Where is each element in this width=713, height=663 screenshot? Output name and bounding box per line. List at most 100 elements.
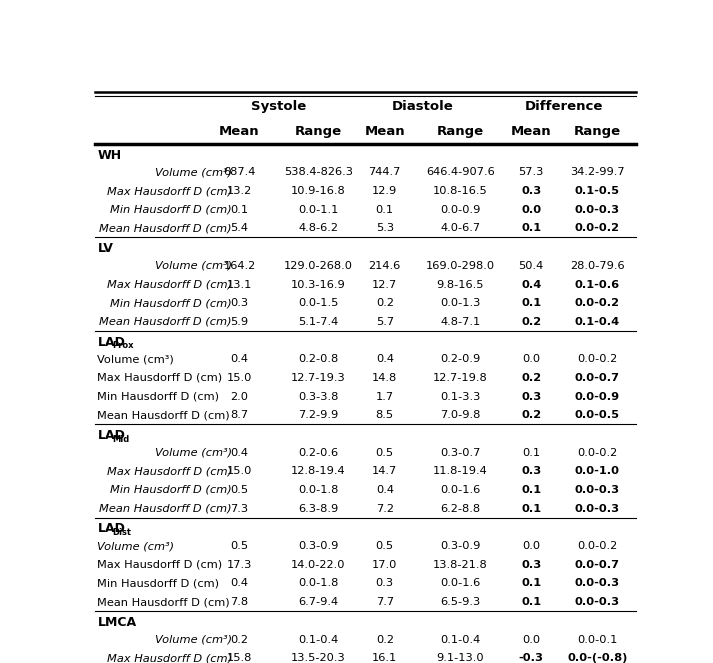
Text: Mean: Mean — [364, 125, 405, 138]
Text: Min Hausdorff D (cm): Min Hausdorff D (cm) — [110, 298, 232, 308]
Text: Max Hausdorff D (cm): Max Hausdorff D (cm) — [106, 466, 232, 477]
Text: 8.5: 8.5 — [376, 410, 394, 420]
Text: 0.0: 0.0 — [522, 354, 540, 364]
Text: 0.1: 0.1 — [230, 205, 249, 215]
Text: 0.1: 0.1 — [521, 485, 541, 495]
Text: 13.8-21.8: 13.8-21.8 — [433, 560, 488, 570]
Text: 13.5-20.3: 13.5-20.3 — [291, 653, 346, 663]
Text: 12.7-19.8: 12.7-19.8 — [433, 373, 488, 383]
Text: Prox: Prox — [113, 341, 134, 350]
Text: Volume (cm³): Volume (cm³) — [155, 448, 232, 457]
Text: 5.4: 5.4 — [230, 223, 248, 233]
Text: 0.0-0.3: 0.0-0.3 — [575, 597, 620, 607]
Text: 0.1-0.4: 0.1-0.4 — [298, 634, 339, 644]
Text: LAD: LAD — [98, 522, 125, 536]
Text: 7.2: 7.2 — [376, 504, 394, 514]
Text: Mean Hausdorff D (cm): Mean Hausdorff D (cm) — [98, 410, 230, 420]
Text: 0.0-1.5: 0.0-1.5 — [298, 298, 339, 308]
Text: 7.2-9.9: 7.2-9.9 — [298, 410, 339, 420]
Text: 57.3: 57.3 — [518, 168, 544, 178]
Text: 6.5-9.3: 6.5-9.3 — [441, 597, 481, 607]
Text: Max Hausdorff D (cm): Max Hausdorff D (cm) — [106, 280, 232, 290]
Text: 0.1: 0.1 — [521, 298, 541, 308]
Text: 17.3: 17.3 — [227, 560, 252, 570]
Text: 0.2: 0.2 — [521, 373, 541, 383]
Text: 646.4-907.6: 646.4-907.6 — [426, 168, 495, 178]
Text: 0.1-0.4: 0.1-0.4 — [441, 634, 481, 644]
Text: 687.4: 687.4 — [223, 168, 256, 178]
Text: 0.0-0.9: 0.0-0.9 — [575, 392, 620, 402]
Text: 0.3-0.7: 0.3-0.7 — [440, 448, 481, 457]
Text: Mean Hausdorff D (cm): Mean Hausdorff D (cm) — [99, 317, 232, 327]
Text: 0.5: 0.5 — [376, 541, 394, 551]
Text: 7.0-9.8: 7.0-9.8 — [440, 410, 481, 420]
Text: 9.1-13.0: 9.1-13.0 — [436, 653, 484, 663]
Text: 0.2-0.9: 0.2-0.9 — [441, 354, 481, 364]
Text: 0.0-(-0.8): 0.0-(-0.8) — [568, 653, 627, 663]
Text: LAD: LAD — [98, 335, 125, 349]
Text: Dist: Dist — [113, 528, 132, 537]
Text: 7.3: 7.3 — [230, 504, 249, 514]
Text: 6.3-8.9: 6.3-8.9 — [298, 504, 339, 514]
Text: 34.2-99.7: 34.2-99.7 — [570, 168, 625, 178]
Text: 129.0-268.0: 129.0-268.0 — [284, 261, 353, 271]
Text: 0.0-1.0: 0.0-1.0 — [575, 466, 620, 477]
Text: Min Hausdorff D (cm): Min Hausdorff D (cm) — [110, 205, 232, 215]
Text: 1.7: 1.7 — [376, 392, 394, 402]
Text: 0.0-1.8: 0.0-1.8 — [298, 578, 339, 589]
Text: 17.0: 17.0 — [372, 560, 397, 570]
Text: 4.8-6.2: 4.8-6.2 — [299, 223, 339, 233]
Text: 12.7-19.3: 12.7-19.3 — [291, 373, 346, 383]
Text: 0.4: 0.4 — [230, 448, 248, 457]
Text: 14.7: 14.7 — [372, 466, 397, 477]
Text: Mean Hausdorff D (cm): Mean Hausdorff D (cm) — [99, 504, 232, 514]
Text: 0.1-0.4: 0.1-0.4 — [575, 317, 620, 327]
Text: 0.0-1.8: 0.0-1.8 — [298, 485, 339, 495]
Text: 28.0-79.6: 28.0-79.6 — [570, 261, 625, 271]
Text: 14.0-22.0: 14.0-22.0 — [291, 560, 346, 570]
Text: 50.4: 50.4 — [518, 261, 544, 271]
Text: 16.1: 16.1 — [372, 653, 397, 663]
Text: 13.2: 13.2 — [227, 186, 252, 196]
Text: Volume (cm³): Volume (cm³) — [155, 168, 232, 178]
Text: 0.5: 0.5 — [230, 541, 249, 551]
Text: 0.0-0.3: 0.0-0.3 — [575, 504, 620, 514]
Text: Systole: Systole — [251, 100, 307, 113]
Text: 0.1-0.6: 0.1-0.6 — [575, 280, 620, 290]
Text: Min Hausdorff D (cm): Min Hausdorff D (cm) — [98, 392, 220, 402]
Text: Range: Range — [437, 125, 484, 138]
Text: Max Hausdorff D (cm): Max Hausdorff D (cm) — [98, 560, 222, 570]
Text: 744.7: 744.7 — [369, 168, 401, 178]
Text: 0.2: 0.2 — [376, 298, 394, 308]
Text: 0.4: 0.4 — [521, 280, 541, 290]
Text: 0.0-0.2: 0.0-0.2 — [575, 298, 620, 308]
Text: Mid: Mid — [113, 434, 130, 444]
Text: 0.0-0.3: 0.0-0.3 — [575, 578, 620, 589]
Text: LAD: LAD — [98, 429, 125, 442]
Text: Volume (cm³): Volume (cm³) — [98, 541, 175, 551]
Text: 0.2: 0.2 — [376, 634, 394, 644]
Text: Mean Hausdorff D (cm): Mean Hausdorff D (cm) — [98, 597, 230, 607]
Text: 14.8: 14.8 — [372, 373, 397, 383]
Text: 9.8-16.5: 9.8-16.5 — [436, 280, 484, 290]
Text: 0.2-0.6: 0.2-0.6 — [298, 448, 339, 457]
Text: 0.2: 0.2 — [521, 317, 541, 327]
Text: 0.0-1.1: 0.0-1.1 — [298, 205, 339, 215]
Text: 0.0-0.2: 0.0-0.2 — [578, 448, 617, 457]
Text: 10.3-16.9: 10.3-16.9 — [291, 280, 346, 290]
Text: 0.0-0.3: 0.0-0.3 — [575, 205, 620, 215]
Text: 5.3: 5.3 — [376, 223, 394, 233]
Text: 15.0: 15.0 — [227, 373, 252, 383]
Text: 6.2-8.8: 6.2-8.8 — [441, 504, 481, 514]
Text: 5.1-7.4: 5.1-7.4 — [298, 317, 339, 327]
Text: -0.3: -0.3 — [518, 653, 544, 663]
Text: 8.7: 8.7 — [230, 410, 249, 420]
Text: 12.7: 12.7 — [372, 280, 397, 290]
Text: 0.1-0.5: 0.1-0.5 — [575, 186, 620, 196]
Text: 164.2: 164.2 — [223, 261, 255, 271]
Text: Diastole: Diastole — [391, 100, 453, 113]
Text: 0.1: 0.1 — [521, 578, 541, 589]
Text: 0.4: 0.4 — [230, 578, 248, 589]
Text: 0.0: 0.0 — [521, 205, 541, 215]
Text: Volume (cm³): Volume (cm³) — [155, 261, 232, 271]
